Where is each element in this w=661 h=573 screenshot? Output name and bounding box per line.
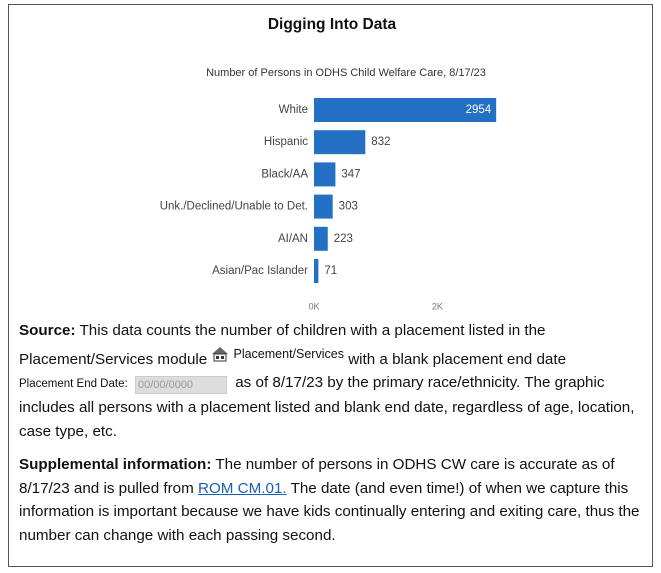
rom-link[interactable]: ROM CM.01.: [198, 479, 287, 497]
value-label: 71: [324, 265, 337, 277]
source-text: This data counts the number of children …: [19, 322, 546, 368]
value-label: 347: [341, 168, 360, 180]
source-text: as of 8/17/23 by the primary race/ethnic…: [19, 373, 635, 440]
value-label: 832: [371, 136, 390, 148]
category-label: Hispanic: [264, 136, 308, 148]
bar: [314, 98, 497, 122]
supplemental-label: Supplemental information:: [19, 456, 212, 474]
bar: [314, 226, 328, 251]
value-label: 223: [334, 233, 353, 245]
category-label: Asian/Pac Islander: [212, 265, 308, 277]
bar: [314, 130, 366, 155]
supplemental-paragraph: Supplemental information: The number of …: [19, 453, 641, 547]
category-label: AI/AN: [278, 233, 308, 245]
field-value: 00/00/0000: [135, 375, 227, 394]
chart-title: Number of Persons in ODHS Child Welfare …: [206, 67, 486, 79]
chart: Digging Into Data Number of Persons in O…: [160, 16, 497, 311]
field-label: Placement End Date:: [19, 377, 128, 390]
source-paragraph: Source: This data counts the number of c…: [19, 319, 641, 443]
supplemental-text: The date (and even time!) of when we cap…: [19, 479, 640, 544]
page-title: Digging Into Data: [268, 16, 397, 33]
category-label: Black/AA: [261, 168, 308, 180]
document: Digging Into Data Number of Persons in O…: [8, 4, 653, 567]
x-tick-label: 0K: [308, 301, 319, 311]
house-icon: [212, 347, 229, 362]
category-label: Unk./Declined/Unable to Det.: [160, 201, 308, 213]
placement-icon: Placement/Services: [211, 343, 344, 367]
value-label: 303: [339, 201, 358, 213]
category-label: White: [279, 104, 308, 116]
bar: [314, 259, 319, 283]
bar: [314, 194, 333, 219]
icon-label: Placement/Services: [233, 346, 344, 361]
source-label: Source:: [19, 322, 76, 339]
source-text: with a blank placement end date: [348, 350, 567, 368]
bar: [314, 162, 336, 187]
supplemental-text: The number of persons in ODHS CW care is…: [19, 456, 615, 497]
end-date-field: Placement End Date: 00/00/0000: [19, 373, 231, 397]
x-tick-label: 2K: [432, 301, 443, 311]
value-label: 2954: [466, 104, 492, 116]
text-body: Source: This data counts the number of c…: [19, 319, 641, 557]
